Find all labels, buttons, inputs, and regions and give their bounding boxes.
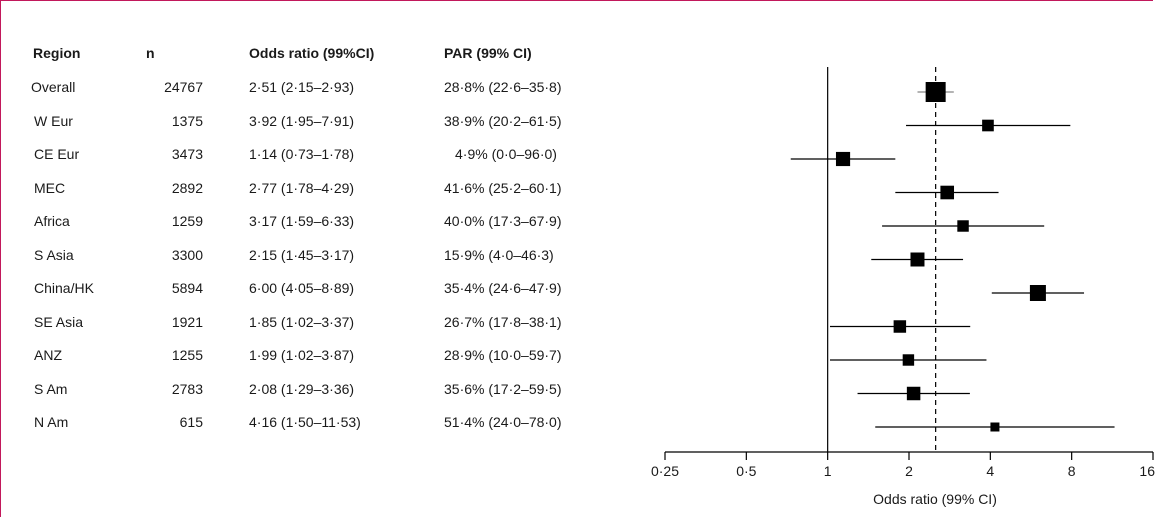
point-estimate-marker xyxy=(835,151,851,167)
x-tick-label: 1 xyxy=(824,463,832,479)
row-odds-ratio: 1·99 (1·02–3·87) xyxy=(249,347,355,363)
row-region: S Asia xyxy=(34,246,74,263)
row-par: 35·4% (24·6–47·9) xyxy=(444,280,562,296)
row-n: 24767 xyxy=(164,79,203,95)
row-par: 4·9% (0·0–96·0) xyxy=(455,146,557,162)
header-par: PAR (99% CI) xyxy=(444,45,532,61)
row-region: SE Asia xyxy=(34,313,84,330)
header-region: Region xyxy=(33,45,81,61)
row-par: 28·8% (22·6–35·8) xyxy=(444,79,562,95)
point-estimate-marker xyxy=(982,119,994,132)
row-par: 28·9% (10·0–59·7) xyxy=(444,347,562,363)
x-tick-label: 0·25 xyxy=(651,463,679,479)
x-tick-label: 4 xyxy=(986,463,994,479)
x-tick-label: 16 xyxy=(1139,463,1155,479)
row-odds-ratio: 1·85 (1·02–3·37) xyxy=(249,313,355,330)
row-n: 3473 xyxy=(171,146,203,162)
point-estimate-marker xyxy=(940,185,955,200)
row-n: 1921 xyxy=(171,313,203,330)
point-estimate-marker xyxy=(893,320,907,333)
header-odds-ratio: Odds ratio (99%CI) xyxy=(249,45,375,61)
x-tick-label: 8 xyxy=(1068,463,1076,479)
row-n: 1375 xyxy=(171,112,203,129)
point-estimate-marker xyxy=(906,386,921,401)
row-odds-ratio: 6·00 (4·05–8·89) xyxy=(249,280,355,296)
row-n: 3300 xyxy=(171,246,203,263)
row-n: 2783 xyxy=(171,380,203,397)
row-n: 2892 xyxy=(171,179,203,196)
row-region: Overall xyxy=(31,79,76,95)
row-region: MEC xyxy=(34,179,66,196)
row-par: 41·6% (25·2–60·1) xyxy=(444,179,562,196)
point-estimate-marker xyxy=(957,220,969,232)
row-n: 1255 xyxy=(171,347,203,363)
row-par: 35·6% (17·2–59·5) xyxy=(444,380,562,397)
row-par: 38·9% (20·2–61·5) xyxy=(444,112,562,129)
x-axis-label: Odds ratio (99% CI) xyxy=(873,491,997,507)
point-estimate-marker xyxy=(910,252,925,267)
row-odds-ratio: 4·16 (1·50–11·53) xyxy=(249,414,361,430)
row-odds-ratio: 2·08 (1·29–3·36) xyxy=(249,380,355,397)
row-par: 40·0% (17·3–67·9) xyxy=(444,213,562,229)
row-odds-ratio: 2·15 (1·45–3·17) xyxy=(249,246,355,263)
row-n: 5894 xyxy=(171,280,203,296)
row-odds-ratio: 2·51 (2·15–2·93) xyxy=(249,79,355,95)
x-tick-label: 0·5 xyxy=(736,463,756,479)
row-region: CE Eur xyxy=(34,146,80,162)
row-n: 615 xyxy=(179,414,203,430)
row-odds-ratio: 3·92 (1·95–7·91) xyxy=(249,112,355,129)
row-par: 26·7% (17·8–38·1) xyxy=(444,313,562,330)
row-region: Africa xyxy=(34,213,70,229)
point-estimate-marker xyxy=(990,422,1000,432)
row-region: N Am xyxy=(34,414,69,430)
point-estimate-marker xyxy=(925,82,946,102)
point-estimate-marker xyxy=(902,354,915,366)
row-par: 51·4% (24·0–78·0) xyxy=(444,414,562,430)
row-odds-ratio: 2·77 (1·78–4·29) xyxy=(249,179,355,196)
row-odds-ratio: 1·14 (0·73–1·78) xyxy=(249,146,355,162)
row-n: 1259 xyxy=(171,213,203,229)
header-n: n xyxy=(146,45,155,61)
row-par: 15·9% (4·0–46·3) xyxy=(444,246,554,263)
x-tick-label: 2 xyxy=(905,463,913,479)
row-region: ANZ xyxy=(34,347,62,363)
row-region: S Am xyxy=(34,380,68,397)
row-region: W Eur xyxy=(34,112,73,129)
row-odds-ratio: 3·17 (1·59–6·33) xyxy=(249,213,355,229)
point-estimate-marker xyxy=(1029,285,1046,301)
row-region: China/HK xyxy=(34,280,94,296)
